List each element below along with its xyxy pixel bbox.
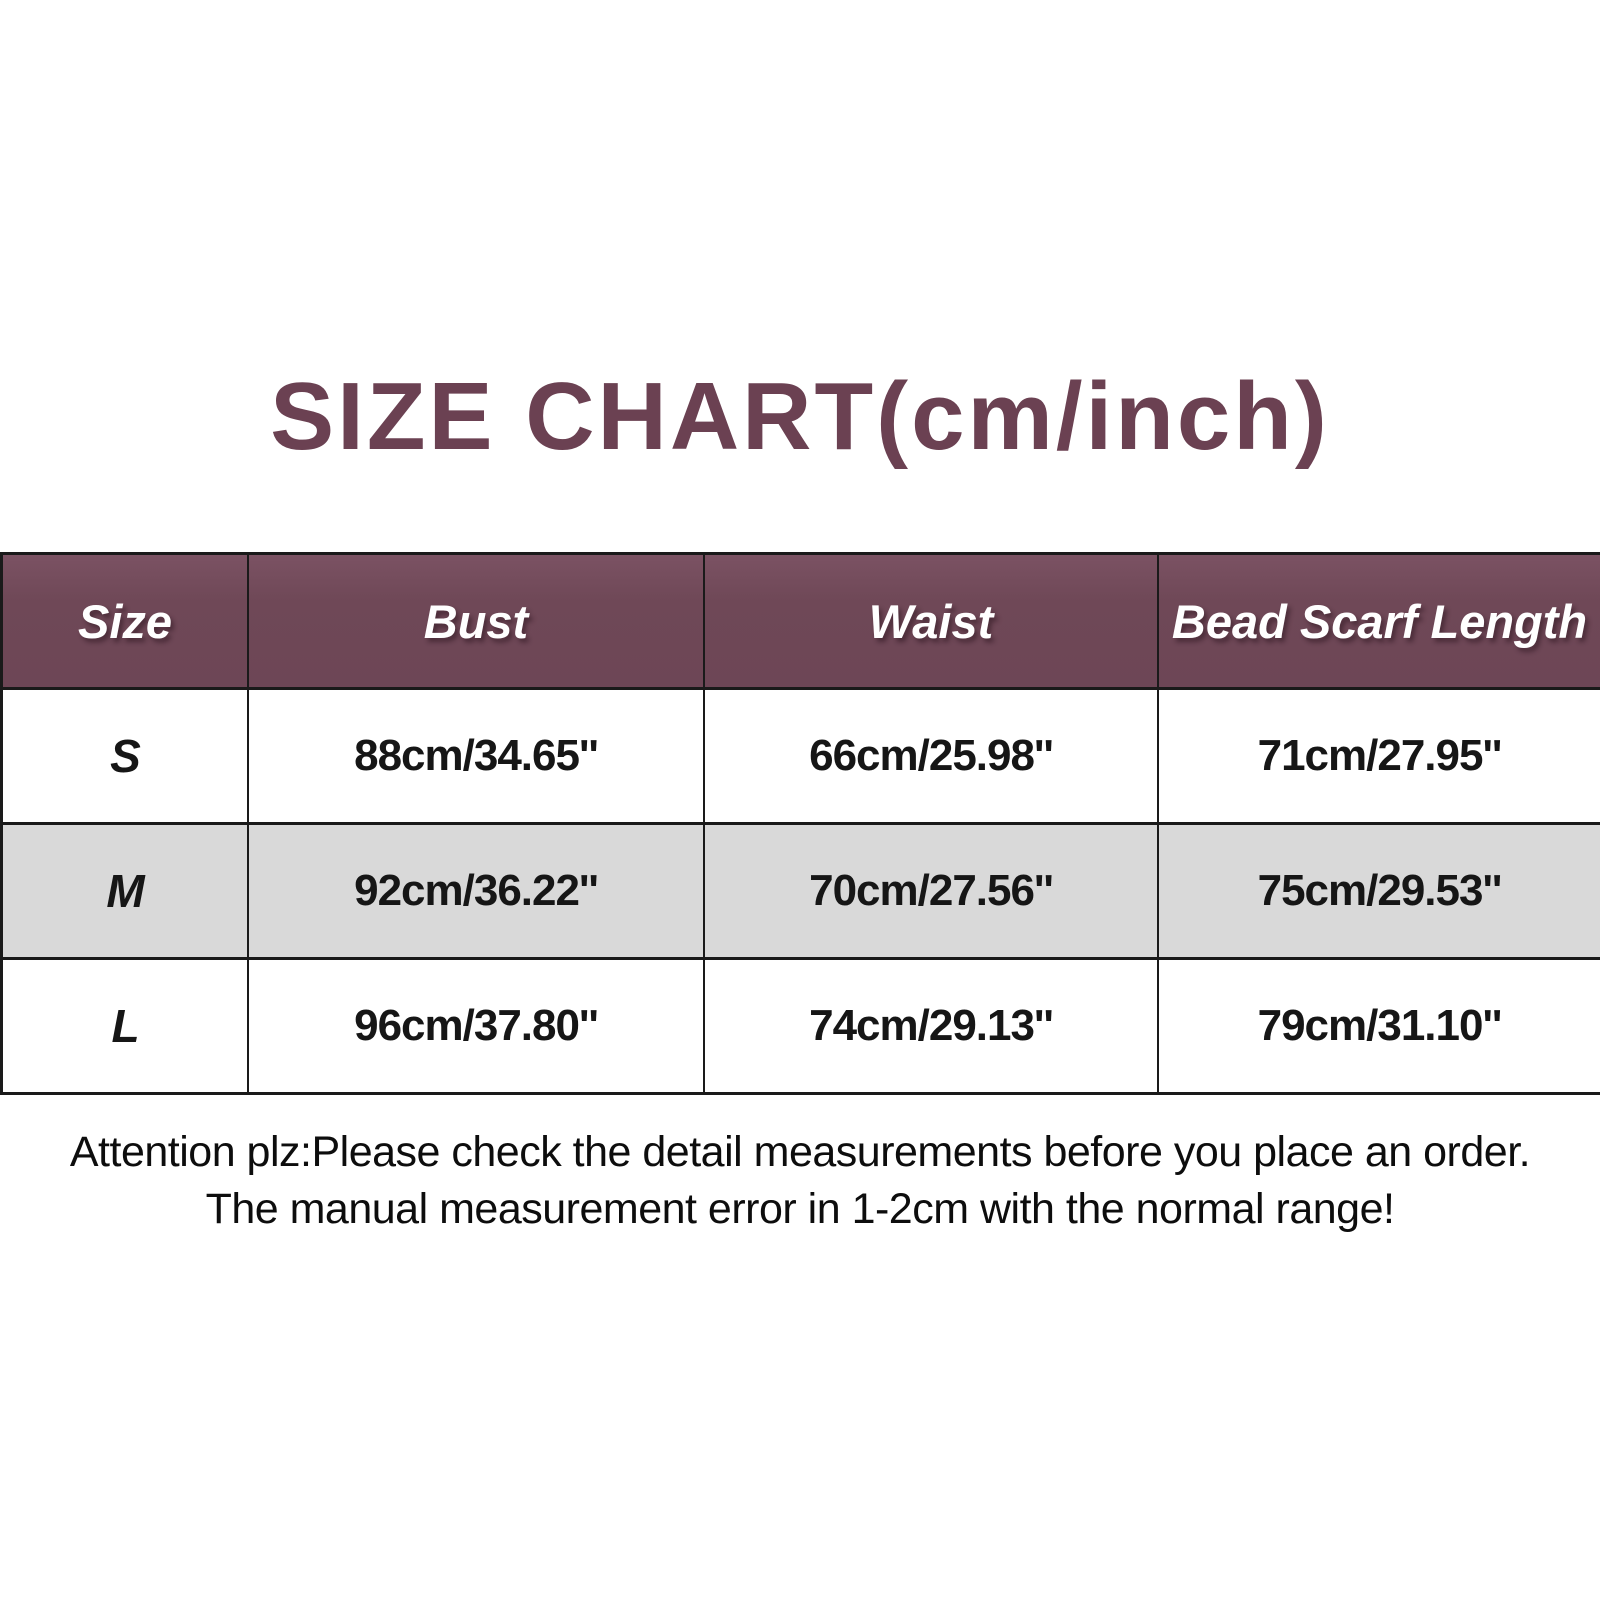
column-header-bust: Bust bbox=[249, 555, 703, 687]
row-m-bead-scarf-length-cell: 75cm/29.53'' bbox=[1159, 825, 1600, 957]
column-header-bead-scarf-length: Bead Scarf Length bbox=[1159, 555, 1600, 687]
row-l-bust-cell: 96cm/37.80'' bbox=[249, 960, 703, 1092]
column-header-size: Size bbox=[3, 555, 247, 687]
row-m-bust-cell: 92cm/36.22'' bbox=[249, 825, 703, 957]
row-m-waist-cell: 70cm/27.56'' bbox=[705, 825, 1157, 957]
row-l-bead-scarf-length-cell: 79cm/31.10'' bbox=[1159, 960, 1600, 1092]
row-s-waist-cell: 66cm/25.98'' bbox=[705, 690, 1157, 822]
attention-note: Attention plz:Please check the detail me… bbox=[0, 1124, 1600, 1238]
attention-note-line-1: Attention plz:Please check the detail me… bbox=[69, 1128, 1531, 1176]
row-s-bust-cell: 88cm/34.65'' bbox=[249, 690, 703, 822]
row-s-size-cell: S bbox=[3, 690, 247, 822]
size-chart-table: Size Bust Waist Bead Scarf Length S 88cm… bbox=[0, 552, 1600, 1095]
column-header-waist: Waist bbox=[705, 555, 1157, 687]
row-l-size-cell: L bbox=[3, 960, 247, 1092]
row-m-size-cell: M bbox=[3, 825, 247, 957]
attention-note-line-2: The manual measurement error in 1-2cm wi… bbox=[205, 1185, 1395, 1233]
row-l-waist-cell: 74cm/29.13'' bbox=[705, 960, 1157, 1092]
row-s-bead-scarf-length-cell: 71cm/27.95'' bbox=[1159, 690, 1600, 822]
page-title: SIZE CHART(cm/inch) bbox=[270, 363, 1330, 470]
